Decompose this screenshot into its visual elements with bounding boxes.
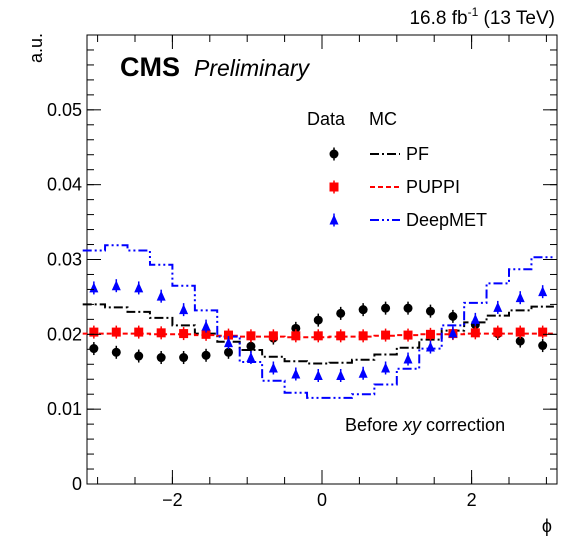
legend-header-mc: MC (369, 109, 397, 129)
data-point-deepmet (448, 326, 458, 340)
plot-area: 0 0.01 0.02 0.03 0.04 0.05 −2 0 2 (47, 34, 558, 510)
data-point-deepmet (538, 285, 548, 299)
data-point-pf (134, 349, 144, 363)
y-tick-label: 0.05 (47, 100, 82, 120)
data-point-pf (448, 309, 458, 323)
data-point-deepmet (403, 352, 413, 366)
x-tick-label: −2 (162, 490, 183, 510)
data-point-pf (425, 304, 435, 318)
data-point-deepmet (313, 368, 323, 382)
mc-line-pf (82, 303, 554, 365)
legend-marker-pf (329, 147, 339, 161)
data-point-deepmet (111, 279, 121, 293)
data-point-puppi (515, 325, 525, 339)
data-point-puppi (358, 329, 368, 343)
data-point-puppi (134, 325, 144, 339)
legend: Data MC PF PUPPI DeepMET (307, 109, 487, 230)
mc-line-deepmet (82, 244, 554, 399)
data-point-pf (336, 306, 346, 320)
data-point-puppi (403, 328, 413, 342)
data-point-pf (179, 351, 189, 365)
data-point-puppi (336, 329, 346, 343)
x-axis-label: ϕ (542, 516, 552, 536)
data-point-deepmet (89, 281, 99, 295)
data-point-deepmet (381, 361, 391, 375)
data-point-deepmet (201, 319, 211, 333)
data-point-deepmet (470, 312, 480, 326)
data-point-pf (201, 348, 211, 362)
data-point-puppi (291, 329, 301, 343)
data-point-pf (358, 303, 368, 317)
data-point-deepmet (268, 361, 278, 375)
mc-line-puppi (82, 332, 554, 339)
annotation-post: correction (421, 415, 505, 435)
data-point-pf (111, 345, 121, 359)
data-point-pf (89, 342, 99, 356)
data-point-pf (313, 313, 323, 327)
data-point-puppi (111, 325, 121, 339)
y-tick-label: 0.02 (47, 324, 82, 344)
annotation-italic: xy (402, 415, 422, 435)
lumi-value: 16.8 fb (409, 8, 467, 29)
legend-label-deepmet: DeepMET (406, 210, 487, 230)
legend-marker-deepmet (329, 213, 339, 227)
data-point-deepmet (425, 340, 435, 354)
y-tick-label: 0.04 (47, 175, 82, 195)
legend-header-data: Data (307, 109, 346, 129)
legend-label-pf: PF (406, 144, 429, 164)
preliminary-label: Preliminary (194, 55, 311, 81)
data-point-deepmet (515, 291, 525, 305)
data-point-deepmet (179, 303, 189, 317)
data-point-puppi (538, 325, 548, 339)
data-point-puppi (156, 326, 166, 340)
data-point-pf (156, 351, 166, 365)
legend-marker-puppi (329, 180, 339, 194)
annotation: Before xy correction (345, 415, 505, 435)
x-tick-label: 0 (317, 490, 327, 510)
lumi-energy: (13 TeV) (478, 8, 555, 29)
x-tick-label: 2 (467, 490, 477, 510)
data-point-deepmet (358, 366, 368, 380)
mc-lines-layer (82, 244, 554, 399)
lumi-exponent: -1 (468, 5, 479, 19)
data-points-layer (89, 279, 548, 382)
data-point-deepmet (134, 281, 144, 295)
data-point-deepmet (156, 289, 166, 303)
data-point-puppi (470, 326, 480, 340)
data-point-puppi (179, 327, 189, 341)
data-point-puppi (268, 329, 278, 343)
data-point-pf (538, 339, 548, 353)
data-point-deepmet (291, 367, 301, 381)
data-point-puppi (493, 325, 503, 339)
data-point-deepmet (493, 300, 503, 314)
data-point-puppi (89, 325, 99, 339)
data-point-pf (381, 301, 391, 315)
data-point-deepmet (336, 368, 346, 382)
annotation-pre: Before (345, 415, 403, 435)
cms-label: CMS (120, 52, 180, 82)
data-point-pf (403, 301, 413, 315)
legend-label-puppi: PUPPI (406, 177, 460, 197)
data-point-puppi (381, 328, 391, 342)
axes-layer: 0 0.01 0.02 0.03 0.04 0.05 −2 0 2 (47, 34, 557, 510)
data-point-puppi (246, 329, 256, 343)
lumi-label: 16.8 fb-1 (13 TeV) (409, 5, 555, 29)
data-point-puppi (313, 329, 323, 343)
y-tick-label: 0 (72, 474, 82, 494)
y-tick-label: 0.03 (47, 250, 82, 270)
data-point-deepmet (223, 336, 233, 350)
data-point-deepmet (246, 351, 256, 365)
y-tick-label: 0.01 (47, 399, 82, 419)
y-axis-label: a.u. (26, 33, 46, 63)
data-point-puppi (425, 327, 435, 341)
